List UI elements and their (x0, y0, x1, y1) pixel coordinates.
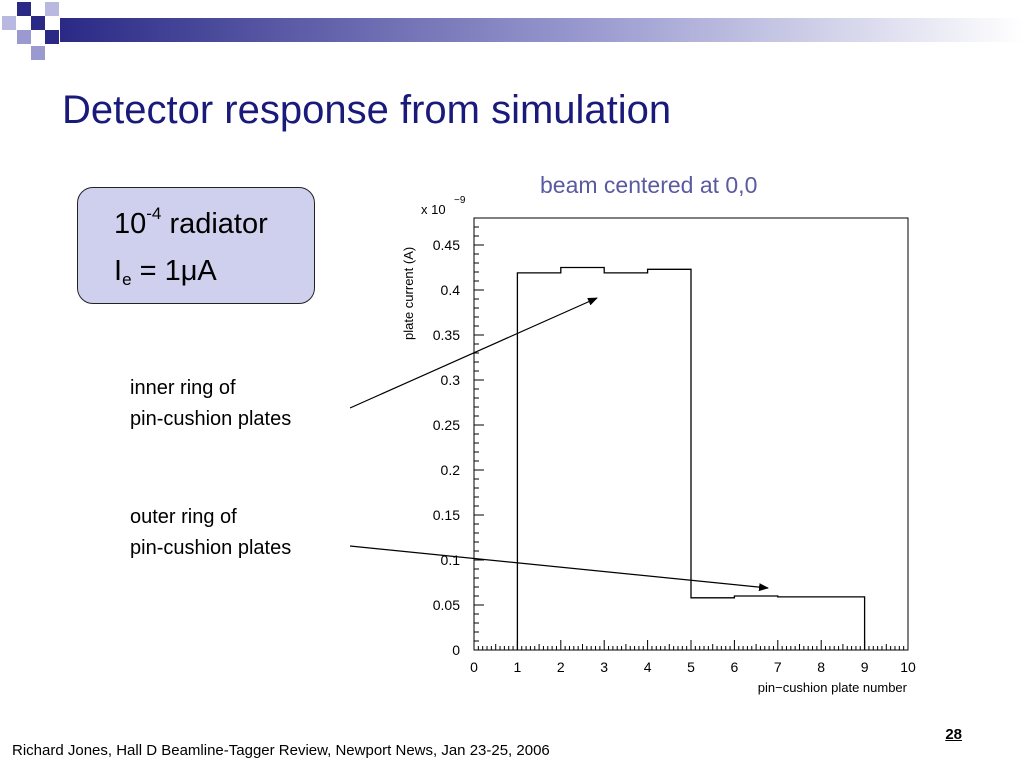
inner-ring-line1: inner ring of (130, 377, 236, 399)
decorative-header-bar (2, 2, 1024, 60)
y-multiplier-exponent: −9 (454, 195, 466, 206)
outer-ring-arrow (349, 545, 769, 592)
radiator-label: 10-4 radiator (114, 204, 268, 241)
outer-ring-line2: pin-cushion plates (130, 537, 292, 559)
x-axis-title: pin−cushion plate number (758, 680, 908, 695)
current-label: Ie = 1μA (114, 255, 217, 290)
radiator-exponent: -4 (146, 204, 162, 223)
radiator-base: 10 (114, 208, 147, 240)
x-tick-label: 6 (731, 659, 739, 675)
current-subscript: e (122, 270, 132, 289)
x-tick-label: 4 (644, 659, 652, 675)
outer-ring-line1: outer ring of (130, 506, 237, 528)
radiator-text: radiator (161, 208, 268, 240)
chart-caption: beam centered at 0,0 (540, 172, 758, 198)
x-tick-label: 5 (687, 659, 695, 675)
y-tick-label: 0.2 (441, 462, 461, 478)
footer-text: Richard Jones, Hall D Beamline-Tagger Re… (12, 742, 550, 759)
x-tick-label: 8 (817, 659, 825, 675)
page-number: 28 (945, 726, 962, 743)
outer-ring-annotation: outer ring of pin-cushion plates (130, 502, 291, 564)
inner-ring-annotation: inner ring of pin-cushion plates (130, 373, 291, 435)
y-tick-label: 0 (452, 642, 460, 658)
histogram-step-line (516, 266, 866, 650)
x-tick-label: 2 (557, 659, 565, 675)
inner-ring-arrow (349, 297, 598, 409)
x-tick-labels: 0 1 2 3 4 5 6 7 8 9 10 (470, 659, 916, 675)
y-tick-label: 0.15 (433, 507, 460, 523)
slide-title: Detector response from simulation (62, 88, 672, 132)
y-axis-title: plate current (A) (401, 247, 416, 340)
axis-ticks (473, 217, 909, 651)
x-tick-label: 9 (861, 659, 869, 675)
y-tick-label: 0.1 (441, 552, 461, 568)
y-tick-label: 0.4 (441, 282, 461, 298)
x-tick-label: 7 (774, 659, 782, 675)
x-tick-label: 0 (470, 659, 478, 675)
inner-ring-line2: pin-cushion plates (130, 408, 292, 430)
y-multiplier: x 10 (421, 202, 446, 217)
current-value: = 1μA (131, 255, 217, 287)
y-tick-label: 0.35 (433, 327, 460, 343)
parameter-box: 10-4 radiator Ie = 1μA (77, 187, 315, 304)
y-tick-labels: 0 0.05 0.1 0.15 0.2 0.25 0.3 0.35 0.4 0.45 (433, 237, 460, 658)
x-tick-label: 1 (514, 659, 522, 675)
x-tick-label: 3 (600, 659, 608, 675)
y-tick-label: 0.3 (441, 372, 461, 388)
current-symbol: I (114, 255, 123, 287)
y-tick-label: 0.05 (433, 597, 460, 613)
x-tick-label: 10 (900, 659, 916, 675)
y-tick-label: 0.45 (433, 237, 460, 253)
y-tick-label: 0.25 (433, 417, 460, 433)
